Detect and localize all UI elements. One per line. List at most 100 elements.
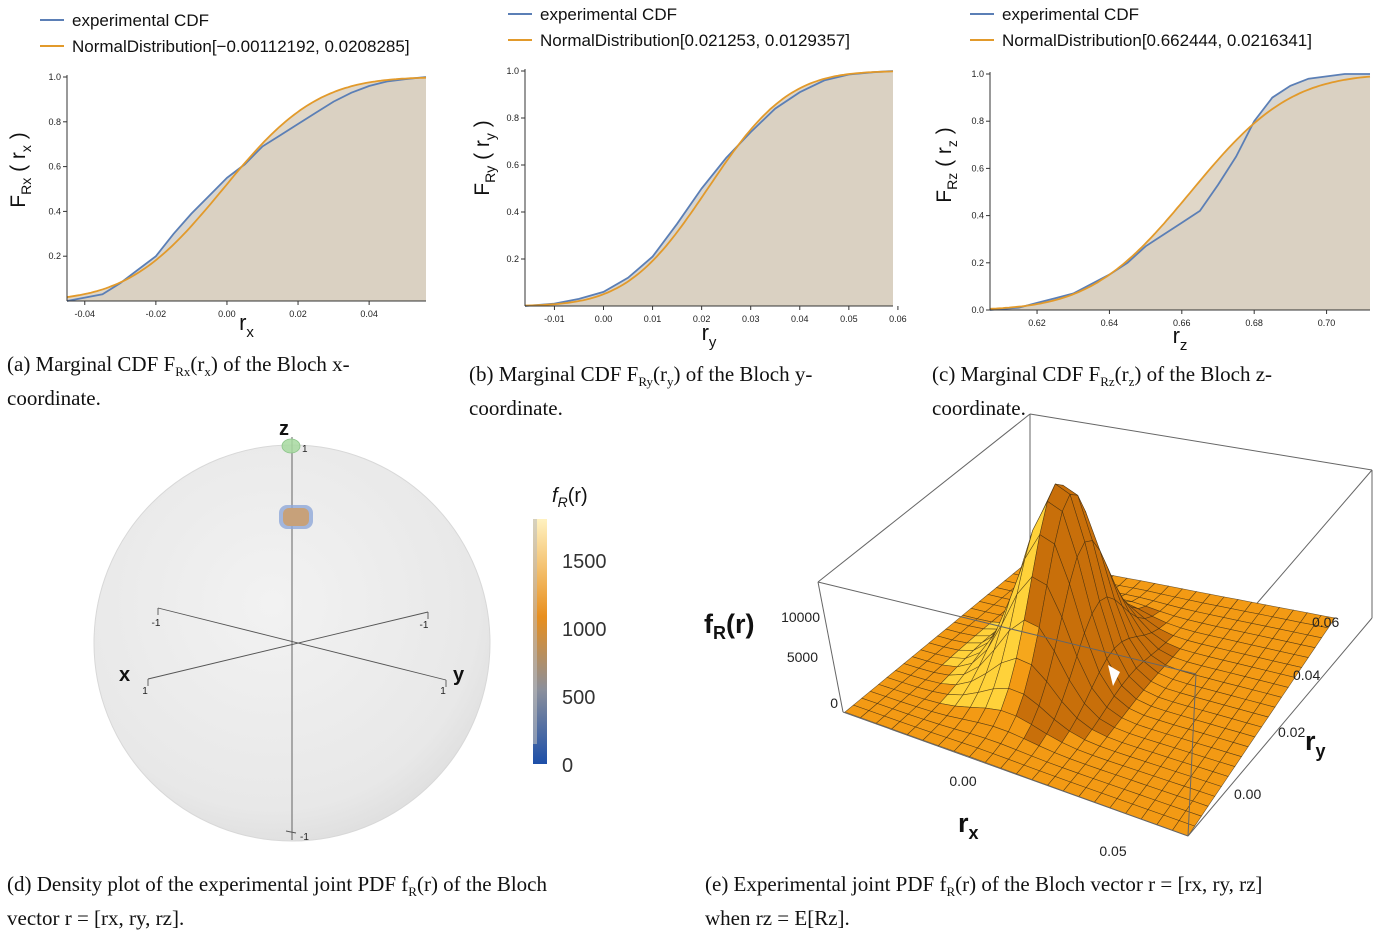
x-tick-label: -0.01	[544, 314, 565, 324]
y-tick-label: 0.8	[506, 113, 519, 123]
panel-d-bloch-density: 1 -1 -1 -1 1 1 z x y 0 500 1000 1500 fR(r)	[93, 418, 607, 843]
legend: experimental CDF NormalDistribution[−0.00…	[40, 11, 410, 56]
z-axis-letter: z	[279, 418, 289, 440]
z-tick-label: 5000	[787, 649, 818, 665]
x-tick-label: 0.68	[1245, 318, 1263, 328]
box-edge	[842, 711, 1189, 837]
legend-entry-experimental: experimental CDF	[72, 11, 209, 30]
x-tick-label: -0.02	[146, 309, 167, 319]
pdf-surface	[844, 483, 1336, 837]
x-tick-label: 0.02	[289, 309, 307, 319]
y-tick-label: 0.2	[506, 254, 519, 264]
y-axis-label: FRz ( rz )	[933, 127, 960, 202]
x-tick-label: 0.03	[742, 314, 760, 324]
y-tick-label: 0.6	[48, 162, 61, 172]
x-tick-label: 0.05	[840, 314, 858, 324]
x-tick-label: 0.05	[1099, 843, 1126, 859]
x-tick-label: -0.04	[75, 309, 96, 319]
box-edge	[817, 413, 1031, 583]
box-edge	[1187, 673, 1197, 837]
normal-cdf-line	[989, 75, 1371, 310]
experimental-cdf-line	[524, 70, 894, 307]
experimental-cdf-line	[66, 76, 427, 302]
y-axis-label: ry	[1305, 726, 1326, 761]
legend: experimental CDF NormalDistribution[0.021…	[508, 5, 850, 50]
x-neg-tick-label: -1	[152, 618, 161, 629]
y-axis-line	[147, 611, 429, 680]
y-tick-label: 0.06	[1312, 614, 1339, 630]
x-axis-label: rx	[958, 808, 979, 843]
y-tick-label: 0.0	[971, 305, 984, 315]
normal-cdf-line	[525, 70, 894, 307]
x-axis-label: rz	[1173, 323, 1188, 354]
caption-d: (d) Density plot of the experimental joi…	[7, 872, 547, 931]
legend-entry-normal: NormalDistribution[0.021253, 0.0129357]	[540, 31, 850, 50]
y-tick-label: 0.2	[48, 251, 61, 261]
x-tick-label: 0.01	[644, 314, 662, 324]
axis-tick	[285, 830, 297, 834]
y-tick-label: 0.4	[48, 206, 61, 216]
caption-e: (e) Experimental joint PDF fR(r) of the …	[705, 872, 1263, 931]
x-tick-label: 0.02	[693, 314, 711, 324]
x-axis-label: rx	[239, 310, 254, 341]
normal-cdf-line	[66, 76, 427, 298]
y-tick-label: 0.8	[48, 117, 61, 127]
y-axis-label: FRy ( ry )	[471, 120, 498, 195]
panel-a-cdf-x: experimental CDF NormalDistribution[−0.00…	[7, 11, 427, 341]
z-tick-label: 0	[830, 695, 838, 711]
colorbar-tick-label: 0	[562, 755, 573, 777]
y-tick-label: 1.0	[48, 72, 61, 82]
legend-entry-normal: NormalDistribution[−0.00112192, 0.020828…	[72, 37, 410, 56]
y-axis-letter: y	[453, 664, 465, 686]
y-axis-label: FRx ( rx )	[7, 132, 34, 207]
y-tick-label: 0.8	[971, 116, 984, 126]
x-tick-label: 0.04	[360, 309, 378, 319]
x-tick-label: 0.70	[1318, 318, 1336, 328]
x-tick-label: 0.04	[791, 314, 809, 324]
z-neg-tick-label: -1	[300, 832, 309, 843]
y-tick-label: 0.00	[1234, 786, 1261, 802]
x-tick-label: 0.66	[1173, 318, 1191, 328]
y-neg-tick-label: -1	[420, 620, 429, 631]
y-tick-label: 0.2	[971, 258, 984, 268]
colorbar-title: fR(r)	[552, 485, 588, 510]
box-edge	[817, 581, 844, 713]
surface-marker	[1108, 665, 1120, 686]
y-tick-label: 1.0	[506, 66, 519, 76]
overlap-area	[67, 77, 426, 301]
legend-entry-experimental: experimental CDF	[540, 5, 677, 24]
overlap-area	[525, 71, 893, 306]
colorbar-tick-label: 500	[562, 687, 595, 709]
overlap-area	[990, 74, 1370, 310]
legend: experimental CDF NormalDistribution[0.662…	[970, 5, 1312, 50]
colorbar-tick-label: 1500	[562, 551, 607, 573]
x-tick-label: 0.06	[889, 314, 907, 324]
y-tick-label: 0.6	[506, 160, 519, 170]
box-edge	[1187, 617, 1373, 837]
z-axis-label: fR(r)	[704, 609, 755, 643]
x-axis-letter: x	[119, 664, 130, 686]
legend-entry-experimental: experimental CDF	[1002, 5, 1139, 24]
y-tick-label: 0.04	[1293, 667, 1320, 683]
y-pos-tick-label: 1	[440, 686, 446, 697]
z-pos-tick-label: 1	[302, 444, 308, 455]
density-blob-core	[283, 508, 309, 526]
x-tick-label: 0.00	[949, 773, 976, 789]
panel-c-cdf-z: experimental CDF NormalDistribution[0.662…	[933, 5, 1371, 354]
x-tick-label: 0.00	[218, 309, 236, 319]
y-tick-label: 0.4	[971, 211, 984, 221]
x-pos-tick-label: 1	[142, 686, 148, 697]
x-tick-label: 0.64	[1101, 318, 1119, 328]
y-tick-label: 1.0	[971, 69, 984, 79]
north-pole-marker	[281, 438, 301, 454]
caption-a: (a) Marginal CDF FRx(rx) of the Bloch x-…	[7, 352, 350, 411]
colorbar-edge	[533, 519, 537, 744]
legend-entry-normal: NormalDistribution[0.662444, 0.0216341]	[1002, 31, 1312, 50]
box-edge	[817, 581, 1197, 675]
y-tick-label: 0.02	[1278, 724, 1305, 740]
caption-c: (c) Marginal CDF FRz(rz) of the Bloch z-…	[932, 362, 1273, 421]
panel-e-joint-pdf-surface: 0 5000 10000 0.00 0.05 0.00 0.02 0.04 0.06 fR(r) r…	[704, 413, 1373, 859]
y-tick-label: 0.6	[971, 163, 984, 173]
panel-b-cdf-y: experimental CDF NormalDistribution[0.021…	[471, 5, 907, 351]
caption-b: (b) Marginal CDF FRy(ry) of the Bloch y-…	[469, 362, 813, 421]
